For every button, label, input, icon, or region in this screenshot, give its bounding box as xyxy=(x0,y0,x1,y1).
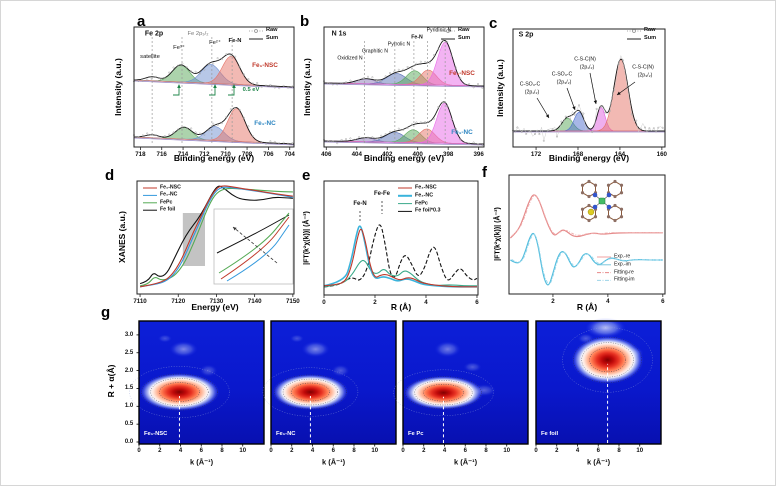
panel-label-a: a xyxy=(137,13,146,30)
panel-f-xlabel: R (Å) xyxy=(576,301,598,312)
panel-b-xlabel: Binding energy (eV) xyxy=(363,152,445,163)
panel-d-xlabel: Energy (eV) xyxy=(191,301,239,312)
panel-label-d: d xyxy=(105,167,115,184)
panel-label-c: c xyxy=(489,15,498,32)
panel-a-xlabel: Binding energy (eV) xyxy=(173,152,255,163)
panel-label-e: e xyxy=(302,167,311,184)
panel-c-ylabel: Intensity (a.u.) xyxy=(494,59,505,117)
panel-e-ylabel: |FT(k²χ(k))| (Å⁻³) xyxy=(303,211,311,265)
panel-b-ylabel: Intensity (a.u.) xyxy=(301,58,312,116)
panel-g-ylabel: R + α(Å) xyxy=(105,364,116,398)
panel-label-f: f xyxy=(482,164,487,181)
panel-a-ylabel: Intensity (a.u.) xyxy=(112,58,123,116)
panel-f-ylabel: |FT(k²χ(k))| (Å⁻³) xyxy=(494,207,502,261)
panel-e-xlabel: R (Å) xyxy=(390,301,412,312)
panel-label-b: b xyxy=(300,13,310,30)
panel-label-g: g xyxy=(101,304,111,321)
panel-c-xlabel: Binding energy (eV) xyxy=(548,152,630,163)
panel-d-ylabel: XANES (a.u.) xyxy=(116,211,127,263)
